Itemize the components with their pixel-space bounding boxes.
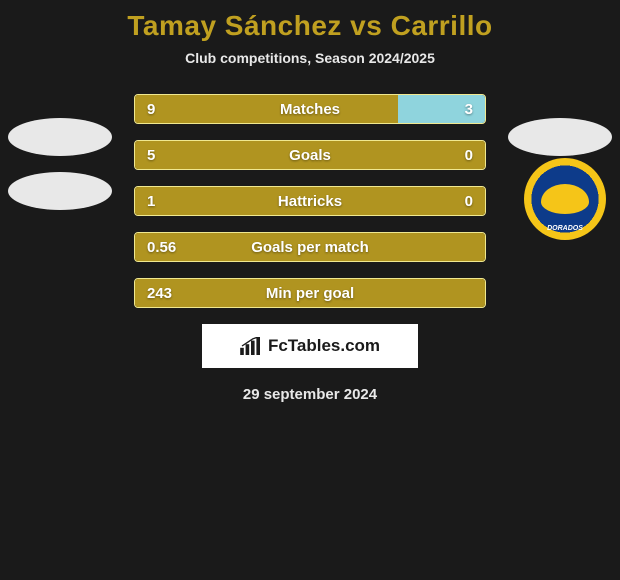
attribution-text: FcTables.com	[268, 336, 380, 356]
stat-bar-left-fill	[135, 279, 485, 307]
avatar-placeholder	[8, 118, 112, 156]
chart-icon	[240, 337, 262, 355]
stat-bar-left-fill	[135, 187, 485, 215]
attribution-box: FcTables.com	[202, 324, 418, 368]
stat-bar: Goals50	[134, 140, 486, 170]
stat-bar-left-fill	[135, 95, 398, 123]
stat-bar-left-fill	[135, 141, 485, 169]
avatar-placeholder	[8, 172, 112, 210]
stat-bar: Goals per match0.56	[134, 232, 486, 262]
stat-bar: Hattricks10	[134, 186, 486, 216]
stat-bar-left-fill	[135, 233, 485, 261]
page-title: Tamay Sánchez vs Carrillo	[127, 10, 492, 42]
player-right-badges: DORADOS	[500, 118, 620, 358]
stat-bar-right-fill	[398, 95, 486, 123]
stats-bars: Matches93 Goals50 Hattricks10 Goals per mat…	[134, 94, 486, 308]
avatar-placeholder	[508, 118, 612, 156]
date-text: 29 september 2024	[243, 386, 377, 403]
player-left-badges	[0, 118, 120, 358]
page-subtitle: Club competitions, Season 2024/2025	[185, 50, 435, 66]
club-logo: DORADOS	[524, 158, 606, 240]
stat-bar: Matches93	[134, 94, 486, 124]
stat-bar: Min per goal243	[134, 278, 486, 308]
club-logo-shape	[541, 184, 589, 214]
comparison-card: Tamay Sánchez vs Carrillo Club competiti…	[0, 0, 620, 403]
club-logo-text: DORADOS	[524, 225, 606, 232]
